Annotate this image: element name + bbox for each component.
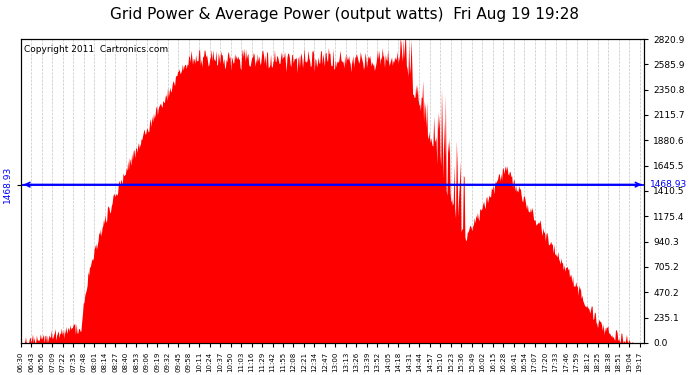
Text: Copyright 2011  Cartronics.com: Copyright 2011 Cartronics.com	[24, 45, 168, 54]
Text: 1468.93: 1468.93	[650, 180, 687, 189]
Text: Grid Power & Average Power (output watts)  Fri Aug 19 19:28: Grid Power & Average Power (output watts…	[110, 8, 580, 22]
